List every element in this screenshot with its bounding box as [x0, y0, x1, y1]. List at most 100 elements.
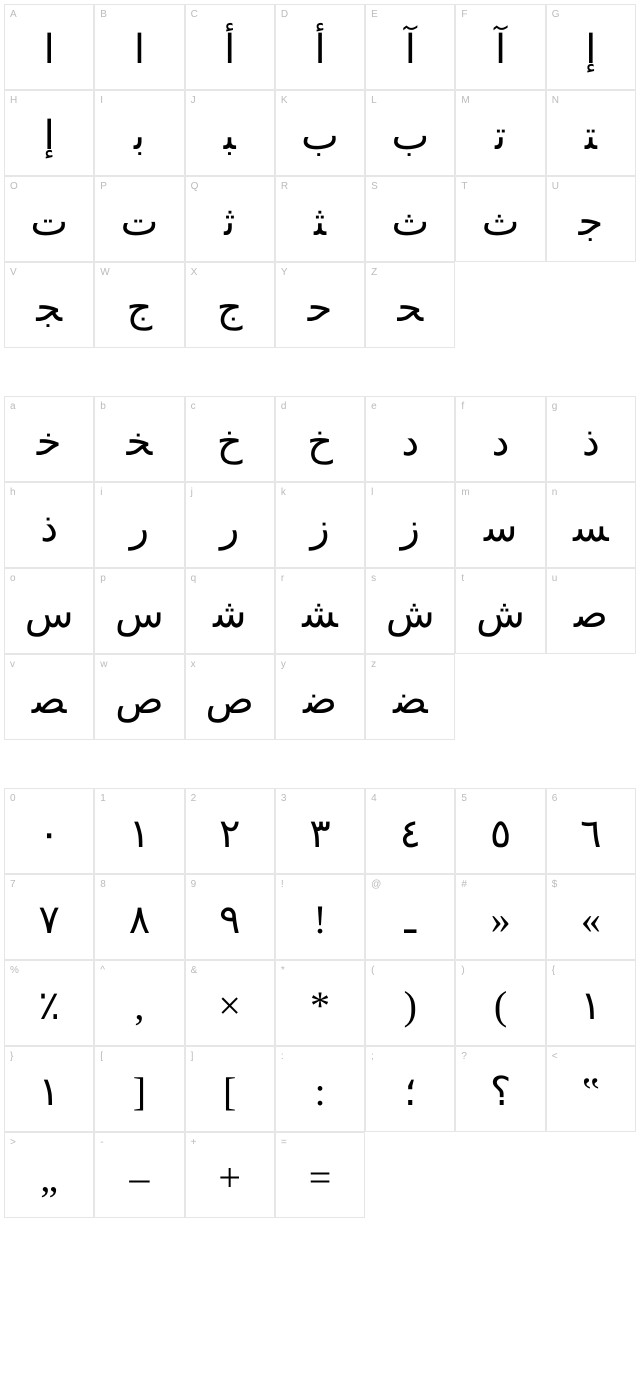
glyph-cell: Cأ: [185, 4, 275, 90]
glyph-cell: Jﺒ: [185, 90, 275, 176]
cell-glyph: ٠: [5, 789, 93, 873]
glyph-cell: tش: [455, 568, 545, 654]
glyph-cell: uﺻ: [546, 568, 636, 654]
cell-glyph: ش: [456, 569, 544, 653]
glyph-cell: [[: [94, 1046, 184, 1132]
glyph-cell: Dأ: [275, 4, 365, 90]
cell-glyph: !: [276, 875, 364, 959]
cell-glyph: ۱: [5, 1047, 93, 1131]
glyph-cell: cخ: [185, 396, 275, 482]
glyph-cell: xص: [185, 654, 275, 740]
glyph-cell: >„: [4, 1132, 94, 1218]
glyph-cell: ==: [275, 1132, 365, 1218]
cell-glyph: ذ: [5, 483, 93, 567]
glyph-cell: ::: [275, 1046, 365, 1132]
glyph-cell: nﺴ: [546, 482, 636, 568]
glyph-cell: gذ: [546, 396, 636, 482]
glyph-cell: $»: [546, 874, 636, 960]
glyph-cell: !!: [275, 874, 365, 960]
cell-glyph: ر: [186, 483, 274, 567]
glyph-cell: 3٣: [275, 788, 365, 874]
glyph-cell: wص: [94, 654, 184, 740]
glyph-cell: Zﺤ: [365, 262, 455, 348]
cell-glyph: ٨: [95, 875, 183, 959]
cell-glyph: ﺷ: [186, 569, 274, 653]
glyph-cell: qﺷ: [185, 568, 275, 654]
cell-glyph: ٩: [186, 875, 274, 959]
glyph-cell: <‟: [546, 1046, 636, 1132]
cell-glyph: »: [547, 875, 635, 959]
cell-glyph: ﺿ: [276, 655, 364, 739]
cell-glyph: ـ: [366, 875, 454, 959]
cell-glyph: ج: [186, 263, 274, 347]
cell-glyph: ز: [276, 483, 364, 567]
glyph-cell: }۱: [4, 1046, 94, 1132]
glyph-cell: lز: [365, 482, 455, 568]
glyph-cell: Mﺗ: [455, 90, 545, 176]
glyph-cell: ?؟: [455, 1046, 545, 1132]
cell-glyph: آ: [366, 5, 454, 89]
glyph-grid: aﺧbﺨcخdخeدfدgذhذiرjرkزlزmﺳnﺴoسpسqﺷrﺸsشtش…: [4, 396, 636, 740]
glyph-cell: ^,: [94, 960, 184, 1046]
glyph-cell: Sث: [365, 176, 455, 262]
cell-glyph: س: [95, 569, 183, 653]
glyph-cell: {۱: [546, 960, 636, 1046]
glyph-cell: ((: [365, 960, 455, 1046]
glyph-cell: rﺸ: [275, 568, 365, 654]
cell-glyph: ]: [186, 1047, 274, 1131]
cell-glyph: *: [276, 961, 364, 1045]
glyph-cell: bﺨ: [94, 396, 184, 482]
cell-glyph: ث: [366, 177, 454, 261]
empty-cell: [455, 654, 545, 740]
glyph-cell: zﻀ: [365, 654, 455, 740]
glyph-cell: mﺳ: [455, 482, 545, 568]
glyph-cell: Uﺟ: [546, 176, 636, 262]
cell-glyph: ‟: [547, 1047, 635, 1131]
empty-cell: [455, 1132, 545, 1218]
glyph-cell: Nﺘ: [546, 90, 636, 176]
empty-cell: [546, 262, 636, 348]
empty-cell: [546, 654, 636, 740]
empty-cell: [455, 262, 545, 348]
glyph-cell: %٪: [4, 960, 94, 1046]
section-uppercase: AاBاCأDأEآFآGإHإIﺑJﺒKبLبMﺗNﺘOتPتQﺛRﺜSثTث…: [4, 4, 636, 348]
glyph-cell: hذ: [4, 482, 94, 568]
cell-glyph: ؟: [456, 1047, 544, 1131]
cell-glyph: ﺨ: [95, 397, 183, 481]
cell-glyph: ذ: [547, 397, 635, 481]
cell-glyph: آ: [456, 5, 544, 89]
glyph-cell: fد: [455, 396, 545, 482]
cell-glyph: ت: [95, 177, 183, 261]
glyph-cell: 2٢: [185, 788, 275, 874]
glyph-cell: oس: [4, 568, 94, 654]
glyph-cell: )): [455, 960, 545, 1046]
glyph-cell: Bا: [94, 4, 184, 90]
cell-glyph: ,: [95, 961, 183, 1045]
cell-glyph: ﻀ: [366, 655, 454, 739]
cell-glyph: ﺘ: [547, 91, 635, 175]
cell-glyph: ز: [366, 483, 454, 567]
glyph-cell: Qﺛ: [185, 176, 275, 262]
cell-glyph: ر: [95, 483, 183, 567]
cell-glyph: ۱: [547, 961, 635, 1045]
glyph-grid: AاBاCأDأEآFآGإHإIﺑJﺒKبLبMﺗNﺘOتPتQﺛRﺜSثTث…: [4, 4, 636, 348]
cell-glyph: ٧: [5, 875, 93, 959]
cell-glyph: أ: [186, 5, 274, 89]
cell-glyph: ﺒ: [186, 91, 274, 175]
cell-glyph: ج: [95, 263, 183, 347]
glyph-cell: Eآ: [365, 4, 455, 90]
glyph-cell: &×: [185, 960, 275, 1046]
cell-glyph: ﺻ: [547, 569, 635, 653]
glyph-grid: 0٠1١2٢3٣4٤5٥6٦7٧8٨9٩!!@ـ#«$»%٪^,&×**(())…: [4, 788, 636, 1218]
cell-glyph: ص: [95, 655, 183, 739]
cell-glyph: ﺧ: [5, 397, 93, 481]
cell-glyph: ﺗ: [456, 91, 544, 175]
empty-cell: [546, 1132, 636, 1218]
glyph-cell: Pت: [94, 176, 184, 262]
glyph-cell: **: [275, 960, 365, 1046]
cell-glyph: ﺼ: [5, 655, 93, 739]
cell-glyph: أ: [276, 5, 364, 89]
section-numbers-symbols: 0٠1١2٢3٣4٤5٥6٦7٧8٨9٩!!@ـ#«$»%٪^,&×**(())…: [4, 788, 636, 1218]
glyph-cell: 8٨: [94, 874, 184, 960]
glyph-cell: Aا: [4, 4, 94, 90]
